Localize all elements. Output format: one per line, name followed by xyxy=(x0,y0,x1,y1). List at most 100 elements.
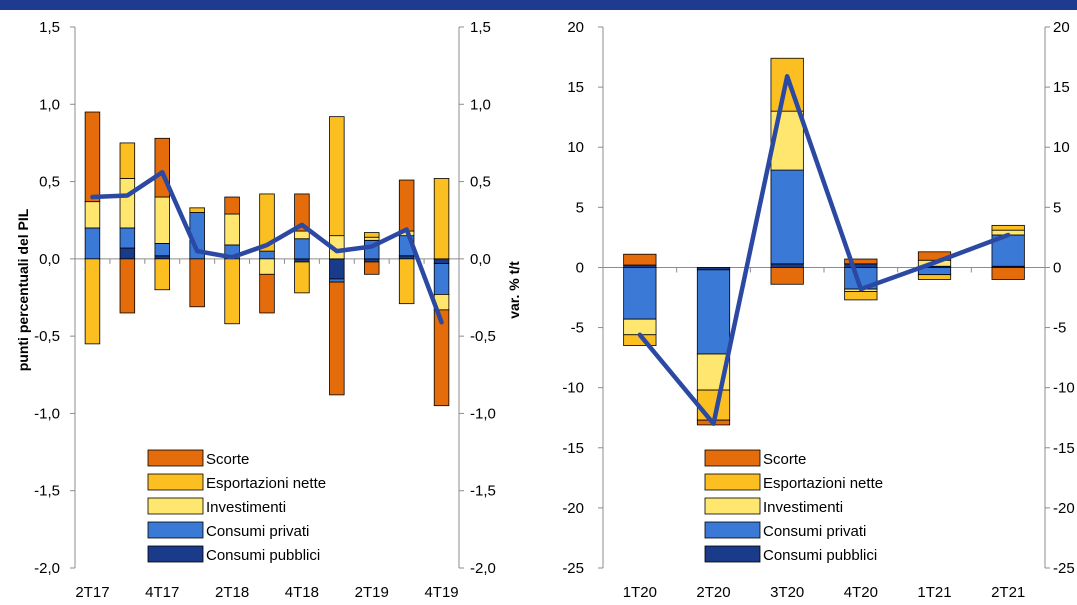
x-tick-label: 4T20 xyxy=(844,584,878,601)
bar-investimenti xyxy=(259,258,275,275)
y-tick-label-right: 0,5 xyxy=(470,174,491,191)
bar-investimenti xyxy=(154,196,171,244)
bar-investimenti xyxy=(623,318,657,336)
bar-consumi-privati xyxy=(329,278,345,283)
legend-label: Consumi pubblici xyxy=(206,547,320,564)
y-tick-label-left: -1,0 xyxy=(34,405,60,422)
legend-swatch-esportazioni xyxy=(704,473,761,491)
bar-scorte xyxy=(259,273,275,314)
pil-line xyxy=(637,74,1011,426)
y-tick-label-left: -15 xyxy=(562,440,584,457)
top-color-band xyxy=(0,0,1077,10)
legend-swatch-consumi-pubblici xyxy=(704,545,761,563)
bar-esportazioni xyxy=(294,261,310,294)
bar-consumi-privati xyxy=(84,227,101,260)
bar-esportazioni xyxy=(433,178,450,260)
y-tick-label-right: 1,5 xyxy=(470,19,491,36)
bar-consumi-pubblici xyxy=(154,255,171,260)
legend-label: Investimenti xyxy=(206,499,286,516)
x-tick-label: 1T20 xyxy=(623,584,657,601)
bar-consumi-pubblici xyxy=(294,258,310,263)
bar-scorte xyxy=(189,258,205,308)
bar-investimenti xyxy=(363,236,380,241)
bar-esportazioni xyxy=(189,207,205,213)
y-tick-label-left: 1,0 xyxy=(39,96,60,113)
legend-swatch-investimenti xyxy=(147,497,204,515)
y-tick-label-left: 0 xyxy=(576,259,584,276)
bar-consumi-pubblici xyxy=(329,258,345,280)
y-tick-label-left: -0,5 xyxy=(34,328,60,345)
bar-scorte xyxy=(398,179,415,232)
bar-esportazioni xyxy=(398,258,415,305)
y-tick-label-left: 5 xyxy=(576,199,584,216)
x-tick-label: 2T21 xyxy=(991,584,1025,601)
bar-esportazioni xyxy=(119,142,136,179)
y-tick-label-right: -0,5 xyxy=(470,328,496,345)
x-tick-label: 2T19 xyxy=(355,584,389,601)
y-tick-label-right: 5 xyxy=(1053,199,1061,216)
y-tick-label-left: -5 xyxy=(571,320,584,337)
legend-swatch-investimenti xyxy=(704,497,761,515)
bar-consumi-pubblici xyxy=(770,263,804,268)
bar-scorte xyxy=(329,281,345,396)
x-tick-label: 1T21 xyxy=(917,584,951,601)
bar-esportazioni xyxy=(991,224,1025,231)
y-tick-label-right: -2,0 xyxy=(470,560,496,577)
x-tick-label: 3T20 xyxy=(770,584,804,601)
y-tick-label-left: 10 xyxy=(567,139,584,156)
bar-consumi-privati xyxy=(154,242,171,257)
bar-consumi-pubblici xyxy=(119,247,136,260)
y-tick-label-left: -2,0 xyxy=(34,560,60,577)
bar-esportazioni xyxy=(363,232,380,238)
bar-esportazioni xyxy=(224,258,240,325)
bar-scorte xyxy=(991,267,1025,280)
legend-label: Esportazioni nette xyxy=(763,475,883,492)
left-y-axis-label: punti percentuali del PIL xyxy=(15,208,31,371)
legend-swatch-scorte xyxy=(704,449,761,467)
y-tick-label-right: -15 xyxy=(1053,440,1075,457)
x-tick-label: 2T17 xyxy=(75,584,109,601)
legend-label: Consumi pubblici xyxy=(763,547,877,564)
y-tick-label-right: -5 xyxy=(1053,320,1066,337)
y-tick-label-left: -1,5 xyxy=(34,483,60,500)
x-tick-label: 4T19 xyxy=(424,584,458,601)
legend-swatch-scorte xyxy=(147,449,204,467)
x-tick-label: 2T20 xyxy=(696,584,730,601)
y-tick-label-left: 0,5 xyxy=(39,174,60,191)
bar-esportazioni xyxy=(84,258,101,345)
bar-scorte xyxy=(433,309,450,407)
bar-consumi-privati xyxy=(294,238,310,260)
bar-scorte xyxy=(84,111,101,203)
legend-label: Investimenti xyxy=(763,499,843,516)
y-tick-label-right: -1,0 xyxy=(470,405,496,422)
right-chart-legend: Scorte Esportazioni nette Investimenti Cons… xyxy=(704,449,883,564)
legend-swatch-consumi-privati xyxy=(704,521,761,539)
bar-investimenti xyxy=(224,213,240,246)
legend-label: Scorte xyxy=(206,451,249,468)
bar-consumi-privati xyxy=(770,169,804,265)
bar-esportazioni xyxy=(259,193,275,252)
bar-consumi-privati xyxy=(433,263,450,295)
y-tick-label-right: 1,0 xyxy=(470,96,491,113)
legend-label: Esportazioni nette xyxy=(206,475,326,492)
bar-scorte xyxy=(770,267,804,285)
y-tick-label-right: -1,5 xyxy=(470,483,496,500)
y-tick-label-right: -25 xyxy=(1053,560,1075,577)
left-chart-panel: punti percentuali del PIL var. % t/t Sco… xyxy=(15,19,522,601)
bar-scorte xyxy=(224,196,240,215)
bar-investimenti xyxy=(294,230,310,240)
y-tick-label-left: 15 xyxy=(567,79,584,96)
x-tick-label: 4T17 xyxy=(145,584,179,601)
bar-scorte xyxy=(623,253,657,266)
left-chart-legend: Scorte Esportazioni nette Investimenti Cons… xyxy=(147,449,326,564)
right-y-axis-label: var. % t/t xyxy=(506,261,522,319)
y-tick-label-left: 1,5 xyxy=(39,19,60,36)
y-tick-label-right: 10 xyxy=(1053,139,1070,156)
bar-consumi-privati xyxy=(623,267,657,320)
bar-investimenti xyxy=(119,178,136,229)
y-tick-label-left: 20 xyxy=(567,19,584,36)
y-tick-label-right: -10 xyxy=(1053,380,1075,397)
legend-swatch-consumi-pubblici xyxy=(147,545,204,563)
bar-scorte xyxy=(119,258,136,314)
bar-esportazioni xyxy=(917,274,952,280)
